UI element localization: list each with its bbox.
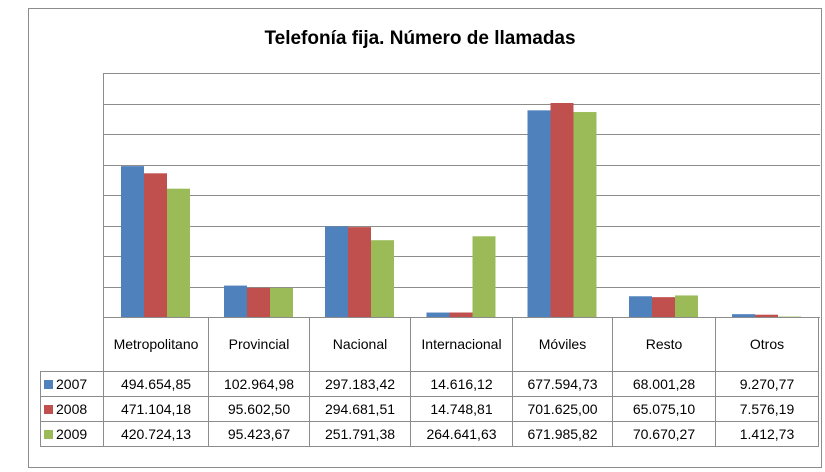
- legend-cell: 2007: [40, 371, 104, 397]
- category-cell: Móviles: [512, 317, 613, 372]
- legend-cell: 2008: [40, 396, 104, 422]
- bar: [449, 312, 473, 317]
- bar: [348, 227, 371, 317]
- category-cell: Metropolitano: [103, 317, 209, 372]
- value-label: 1.412,73: [715, 421, 819, 447]
- value-label: 294.681,51: [309, 396, 411, 422]
- value-label: 264.641,63: [410, 421, 513, 447]
- category-cell: Internacional: [410, 317, 513, 372]
- value-label: 95.602,50: [208, 396, 310, 422]
- category-cell: Otros: [715, 317, 819, 372]
- category-cell: Resto: [612, 317, 716, 372]
- bar: [629, 296, 652, 317]
- value-label: 471.104,18: [103, 396, 209, 422]
- value-label: 68.001,28: [612, 371, 716, 397]
- legend-label: 2009: [56, 425, 88, 442]
- value-label: 251.791,38: [309, 421, 411, 447]
- value-label: 671.985,82: [512, 421, 613, 447]
- bar: [732, 314, 755, 317]
- bar: [144, 173, 167, 317]
- value-label: 102.964,98: [208, 371, 310, 397]
- legend-key: [44, 379, 53, 389]
- bar: [550, 103, 574, 318]
- value-label: 70.670,27: [612, 421, 716, 447]
- category-cell: Provincial: [208, 317, 310, 372]
- bar: [527, 110, 551, 317]
- value-label: 297.183,42: [309, 371, 411, 397]
- value-label: 95.423,67: [208, 421, 310, 447]
- bar: [675, 295, 698, 317]
- value-label: 677.594,73: [512, 371, 613, 397]
- bar: [371, 240, 394, 317]
- bar: [121, 166, 144, 317]
- value-label: 494.654,85: [103, 371, 209, 397]
- category-cell: Nacional: [309, 317, 411, 372]
- bar: [247, 287, 270, 317]
- bar: [426, 312, 450, 317]
- value-label: 14.748,81: [410, 396, 513, 422]
- value-label: 14.616,12: [410, 371, 513, 397]
- bar: [755, 314, 778, 317]
- bar: [270, 287, 293, 317]
- bar: [224, 285, 247, 317]
- bar: [325, 226, 348, 317]
- value-label: 701.625,00: [512, 396, 613, 422]
- legend-label: 2008: [56, 400, 88, 417]
- bar: [652, 297, 675, 317]
- legend-key: [44, 429, 53, 439]
- legend-key: [44, 404, 53, 414]
- value-label: 7.576,19: [715, 396, 819, 422]
- bar: [167, 188, 190, 317]
- bar: [472, 236, 496, 317]
- chart-title: Telefonía fija. Número de llamadas: [264, 28, 575, 49]
- legend-cell: 2009: [40, 421, 104, 447]
- legend-label: 2007: [56, 375, 88, 392]
- value-label: 9.270,77: [715, 371, 819, 397]
- bar: [573, 112, 597, 317]
- value-label: 65.075,10: [612, 396, 716, 422]
- value-label: 420.724,13: [103, 421, 209, 447]
